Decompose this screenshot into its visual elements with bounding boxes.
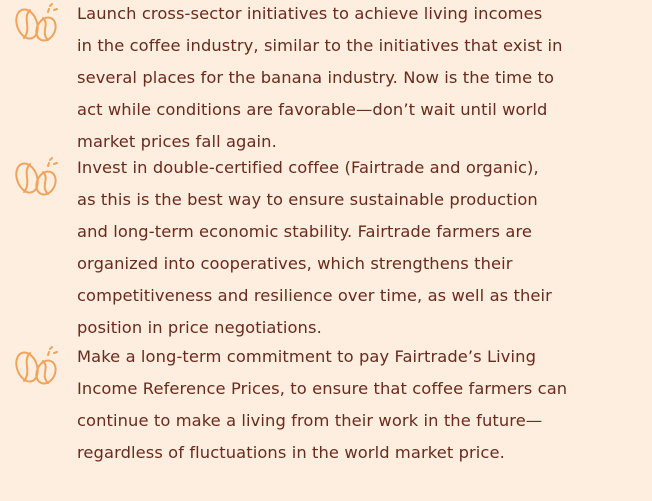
steam [47,346,58,356]
text-line: regardless of fluctuations in the world … [77,443,505,462]
text-line: in the coffee industry, similar to the i… [77,36,563,55]
text-line: competitiveness and resilience over time… [77,286,552,305]
steam [47,3,58,13]
text-line: act while conditions are favorable—don’t… [77,100,548,119]
bean-crease [42,360,49,384]
text-line: continue to make a living from their wor… [77,411,543,430]
bean-crease [23,9,31,39]
text-line: position in price negotiations. [77,318,322,337]
bean [15,351,39,383]
text-line: organized into cooperatives, which stren… [77,254,513,273]
text-line: Launch cross-sector initiatives to achie… [77,4,543,23]
text-line: market prices fall again. [77,132,277,151]
text-line: Make a long-term commitment to pay Fairt… [77,347,537,366]
bean-crease [42,17,49,41]
steam [47,157,58,167]
coffee-icon [15,346,58,385]
bean [15,162,39,194]
coffee-icon [15,3,58,42]
bean [35,170,57,196]
bean [15,8,39,40]
text-line: Income Reference Prices, to ensure that … [77,379,568,398]
bean-crease [42,171,49,195]
bean-crease [23,352,31,382]
text-line: several places for the banana industry. … [77,68,555,87]
bean-crease [23,163,31,193]
text-line: as this is the best way to ensure sustai… [77,190,538,209]
bean [35,16,57,42]
bean [35,359,57,385]
text-line: and long-term economic stability. Fairtr… [77,222,532,241]
coffee-icon [15,157,58,196]
text-line: Invest in double-certified coffee (Fairt… [77,158,539,177]
